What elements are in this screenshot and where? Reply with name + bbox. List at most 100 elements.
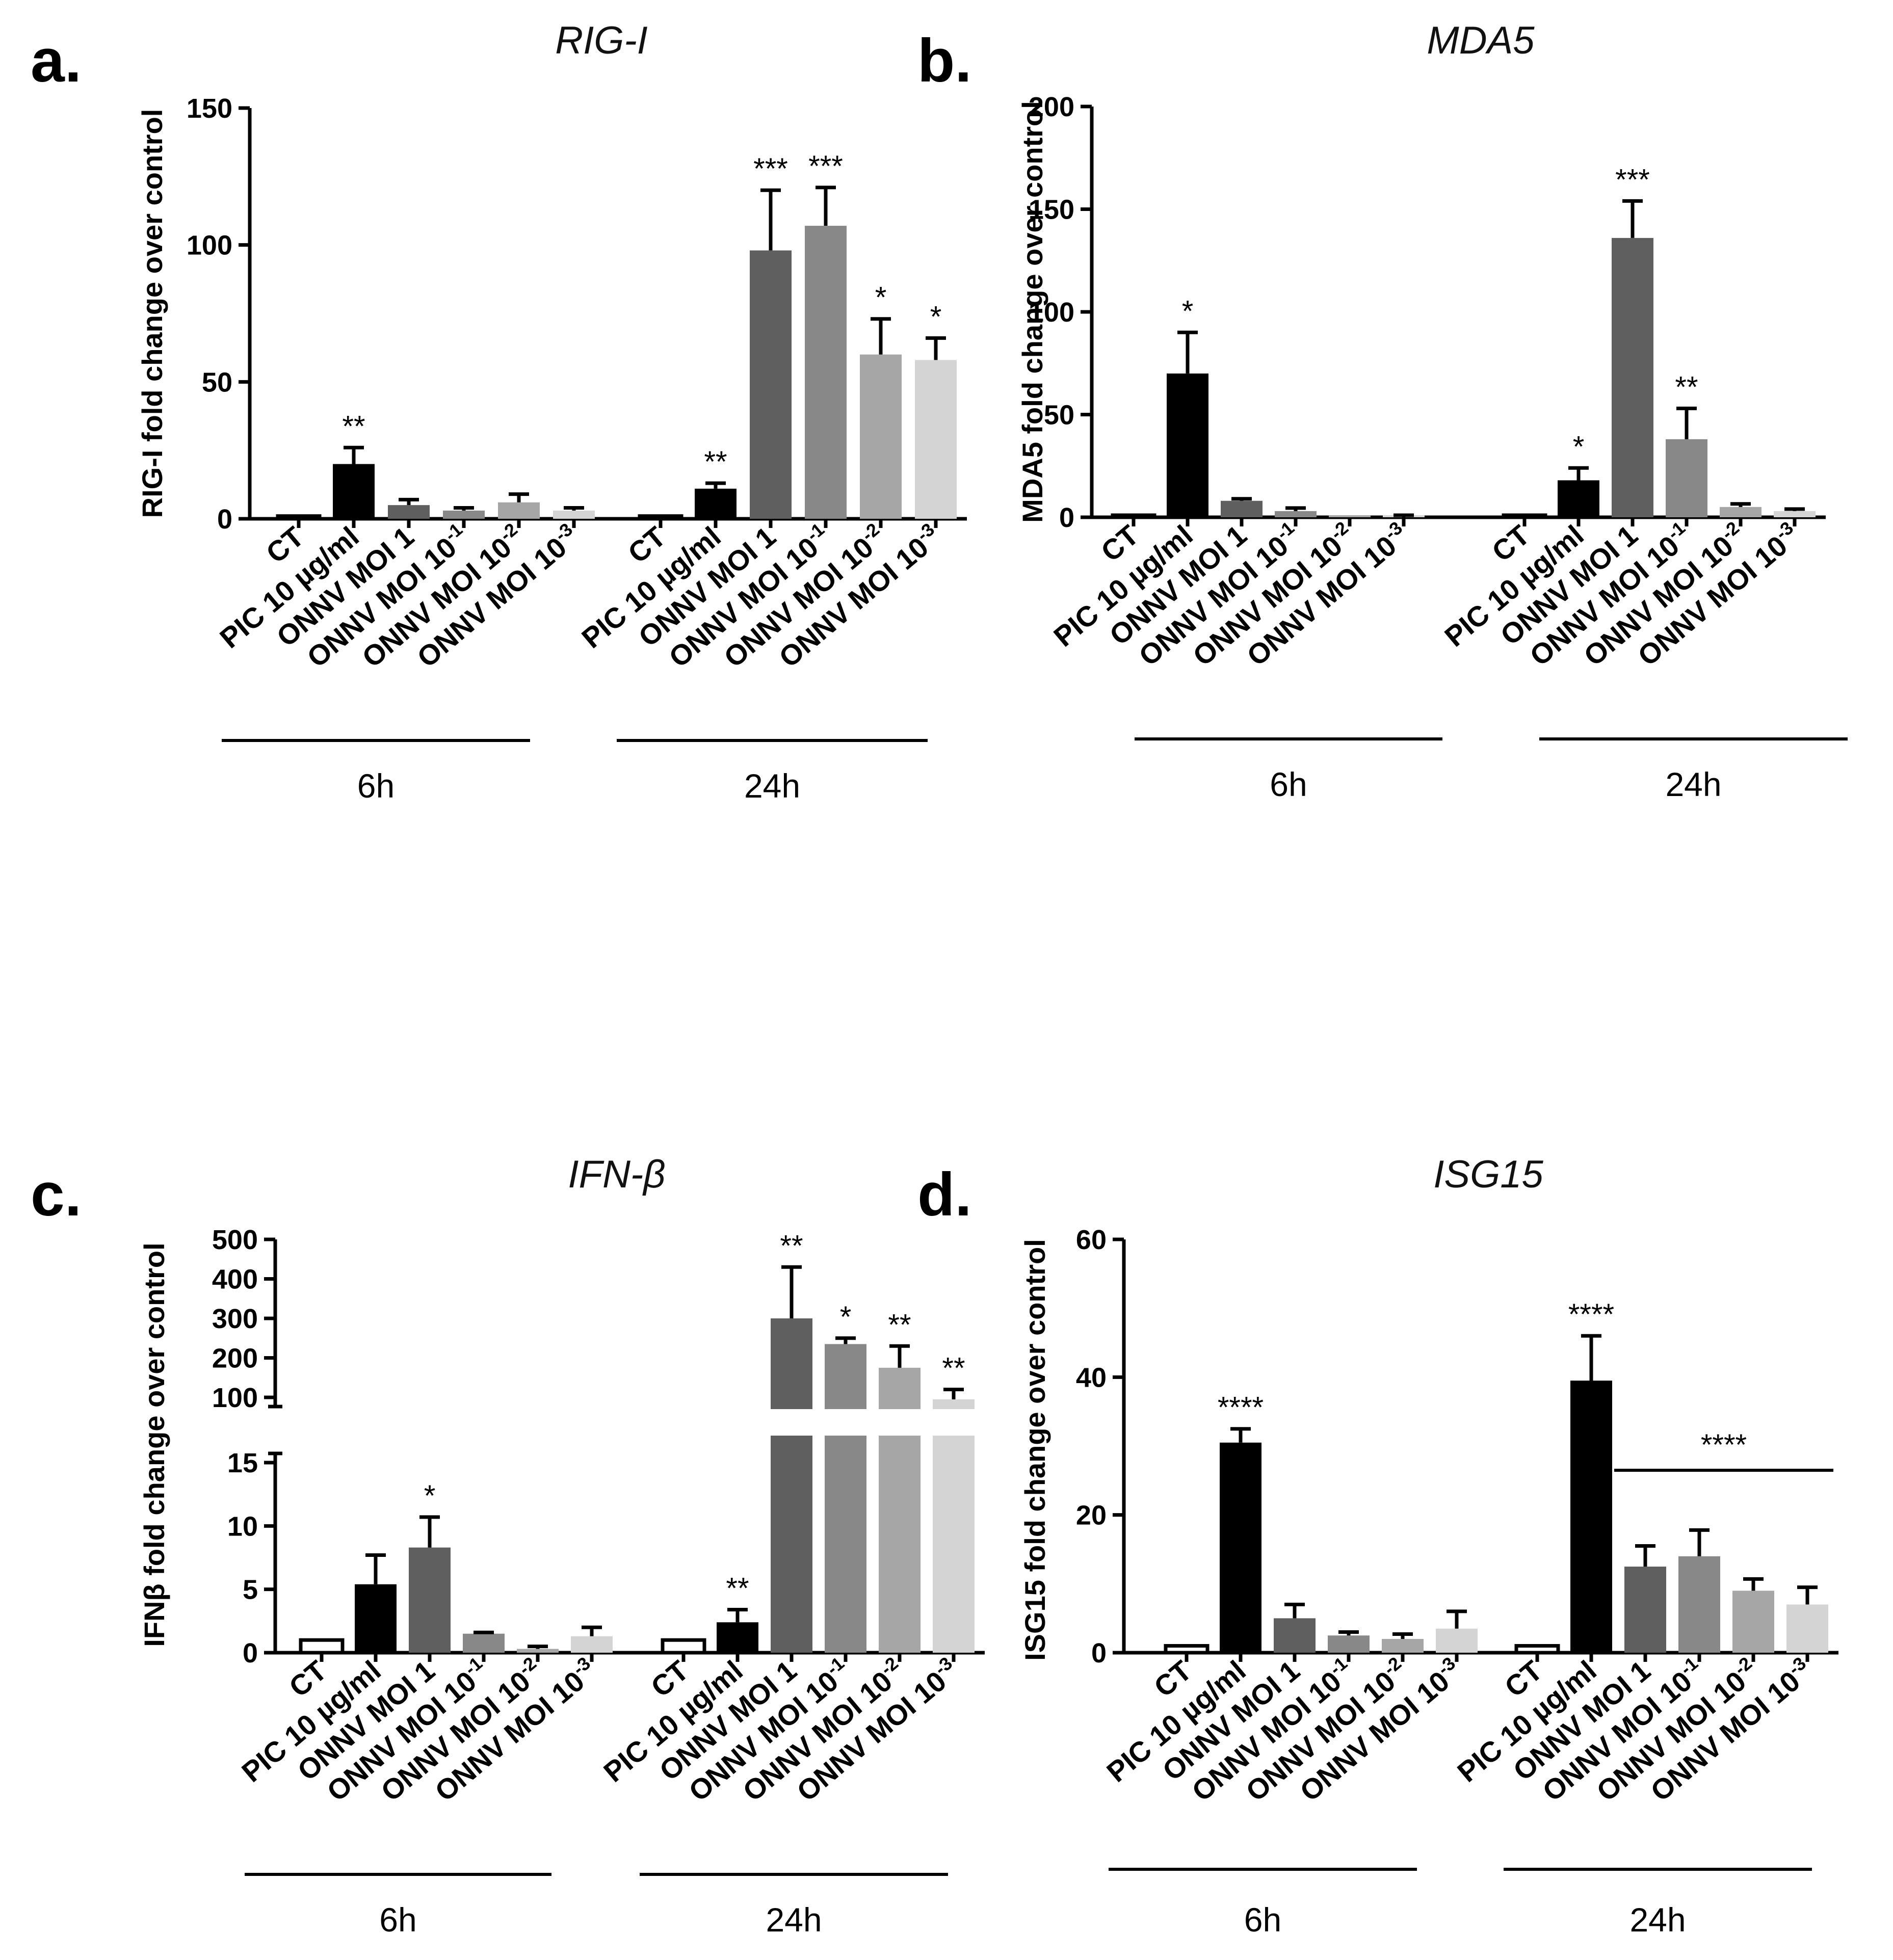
bar-break-gap: [877, 1409, 922, 1436]
bar: [695, 488, 737, 519]
chart-title: ISG15: [1433, 1153, 1543, 1196]
bar: [1329, 515, 1371, 517]
y-axis-label: ISG15 fold change over control: [1019, 1239, 1051, 1661]
y-tick-label: 150: [1029, 195, 1074, 225]
y-tick-label: 15: [227, 1448, 258, 1478]
bracket-significance-label: ****: [1701, 1428, 1747, 1462]
y-tick-label: 200: [1029, 92, 1074, 122]
y-tick-label: 20: [1076, 1500, 1107, 1531]
bar: [1328, 1635, 1370, 1653]
bar: [717, 1622, 758, 1653]
significance-label: *: [1182, 295, 1194, 328]
bar: [1382, 1638, 1424, 1653]
group-label: 6h: [1270, 765, 1307, 803]
significance-label: *: [840, 1301, 852, 1334]
bar: [805, 226, 847, 519]
panel-d: d. ISG15 ISG15 fold change over control 0 20…: [917, 1153, 1838, 1939]
bar: [1111, 513, 1156, 519]
bar-break-gap: [931, 1409, 976, 1436]
y-tick-label: 300: [212, 1304, 258, 1334]
significance-label: *: [875, 281, 887, 314]
significance-label: *: [424, 1479, 436, 1513]
y-tick-label: 5: [243, 1575, 258, 1605]
bar: [750, 250, 792, 519]
bar: [355, 1584, 397, 1653]
panel-letter: d.: [917, 1160, 972, 1229]
significance-label: ***: [753, 152, 788, 186]
bar: [1732, 1591, 1774, 1653]
y-tick-label: 200: [212, 1343, 258, 1374]
y-tick-label: 150: [187, 93, 232, 124]
bar: [463, 1633, 505, 1653]
bar: [1221, 500, 1263, 517]
group-label: 6h: [379, 1901, 416, 1939]
bar: [333, 464, 375, 519]
significance-label: **: [726, 1572, 749, 1605]
bar: [553, 510, 595, 519]
y-tick-label: 100: [187, 230, 232, 261]
panel-letter: c.: [31, 1160, 82, 1229]
y-tick-label: 400: [212, 1264, 258, 1295]
chart-title: RIG-I: [555, 19, 648, 62]
bar-break-gap: [769, 1409, 814, 1436]
bar: [443, 510, 485, 519]
bar: [1786, 1604, 1828, 1653]
bar: [388, 505, 430, 519]
group-label: 24h: [744, 767, 800, 805]
bar: [1570, 1381, 1612, 1653]
bar: [1164, 1644, 1210, 1655]
bar: [1514, 1644, 1560, 1655]
significance-label: ****: [1218, 1391, 1264, 1424]
panel-b: b. MDA5 MDA5 fold change over control 0 50 10…: [917, 19, 1848, 803]
significance-label: ***: [1615, 163, 1650, 196]
bar: [571, 1636, 613, 1653]
bar: [915, 360, 957, 519]
bar: [1558, 480, 1599, 517]
bar: [825, 1344, 866, 1653]
y-tick-label: 100: [1029, 297, 1074, 328]
significance-label: **: [704, 445, 727, 479]
bar: [771, 1318, 812, 1653]
panel-c: c. IFN-β IFNβ fold change over control 0 5 10…: [31, 1153, 985, 1939]
y-tick-label: 100: [212, 1383, 258, 1413]
bar: [1612, 237, 1653, 517]
group-label: 6h: [357, 767, 395, 805]
significance-label: **: [780, 1229, 803, 1262]
y-tick-label: 40: [1076, 1362, 1107, 1393]
y-axis-label: MDA5 fold change over control: [1016, 101, 1048, 523]
bar: [1274, 1618, 1316, 1653]
bar: [299, 1638, 345, 1655]
bar-break-gap: [823, 1409, 868, 1436]
bar: [498, 502, 540, 519]
significance-label: **: [888, 1308, 911, 1341]
bar: [933, 1399, 975, 1653]
group-label: 6h: [1244, 1901, 1281, 1939]
group-label: 24h: [1629, 1901, 1686, 1939]
bar: [1502, 513, 1547, 519]
bar: [638, 514, 683, 521]
panel-letter: b.: [917, 27, 972, 95]
y-tick-label: 50: [202, 367, 232, 398]
y-tick-label: 10: [227, 1511, 258, 1542]
y-tick-label: 500: [212, 1225, 258, 1255]
y-axis-label: RIG-I fold change over control: [136, 109, 168, 518]
bar: [1167, 373, 1208, 517]
group-label: 24h: [766, 1901, 822, 1939]
y-axis-label: IFNβ fold change over control: [138, 1242, 170, 1647]
bar: [661, 1638, 706, 1655]
bar: [860, 354, 902, 519]
y-tick-label: 0: [243, 1638, 258, 1668]
bar: [1666, 439, 1707, 517]
y-tick-label: 0: [1091, 1638, 1107, 1668]
significance-label: *: [930, 300, 942, 333]
bar: [276, 514, 322, 521]
bar: [1624, 1567, 1666, 1653]
bar: [1220, 1442, 1261, 1653]
significance-label: *: [1573, 430, 1585, 463]
y-tick-label: 60: [1076, 1225, 1107, 1255]
y-tick-label: 0: [1059, 502, 1074, 533]
panel-letter: a.: [31, 27, 82, 95]
significance-label: **: [342, 410, 365, 443]
chart-title: MDA5: [1427, 19, 1535, 62]
